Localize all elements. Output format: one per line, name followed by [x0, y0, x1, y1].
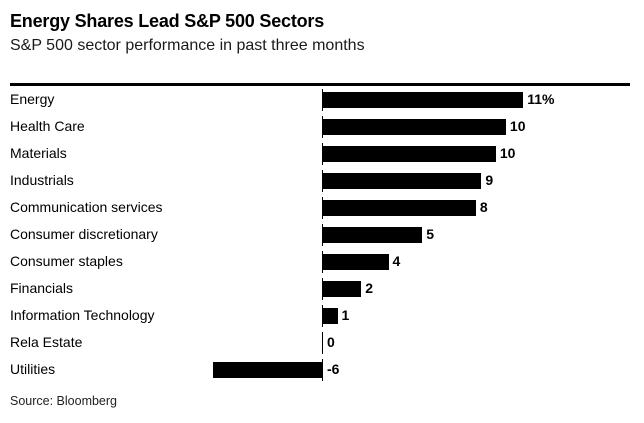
category-label: Consumer staples: [10, 253, 123, 269]
category-label: Consumer discretionary: [10, 226, 158, 242]
category-label: Financials: [10, 280, 74, 296]
bar: [323, 118, 506, 135]
value-label: 10: [499, 145, 516, 161]
category-label: Industrials: [10, 172, 74, 188]
chart-row: Communication services 8: [10, 194, 638, 221]
value-label: 10: [509, 118, 526, 134]
category-label: Information Technology: [10, 307, 155, 323]
axis-tick: [321, 250, 323, 273]
bar: [323, 307, 338, 324]
chart-row: Industrials 9: [10, 167, 638, 194]
axis-tick: [321, 142, 323, 165]
axis-tick: [321, 304, 323, 327]
chart-row: Utilities -6: [10, 356, 638, 383]
chart-row: Energy 11%: [10, 86, 638, 113]
value-label: -6: [327, 361, 340, 377]
axis-tick: [321, 277, 323, 300]
chart-row: Consumer staples 4: [10, 248, 638, 275]
bar: [323, 199, 476, 216]
chart-row: Information Technology 1: [10, 302, 638, 329]
bar: [323, 145, 496, 162]
chart-title: Energy Shares Lead S&P 500 Sectors: [10, 11, 325, 31]
category-label: Energy: [10, 91, 55, 107]
bar-chart-area: Energy 11% Health Care 10 Materials 10 Industr…: [10, 86, 638, 383]
value-label: 5: [426, 226, 434, 242]
value-label: 2: [365, 280, 374, 296]
chart-row: Materials 10: [10, 140, 638, 167]
category-label: Communication services: [10, 199, 163, 215]
chart-row: Financials 2: [10, 275, 638, 302]
axis-tick: [321, 169, 323, 192]
chart-row: Consumer discretionary 5: [10, 221, 638, 248]
value-label: 9: [485, 172, 494, 188]
value-label: 4: [392, 253, 401, 269]
axis-tick: [321, 223, 323, 246]
source-attribution: Source: Bloomberg: [10, 394, 118, 408]
category-label: Rela Estate: [10, 334, 83, 350]
bar: [323, 226, 423, 243]
value-label: 8: [479, 199, 488, 215]
axis-tick: [321, 88, 323, 111]
chart-subtitle: S&P 500 sector performance in past three…: [10, 37, 365, 54]
axis-tick: [321, 115, 323, 138]
bar: [323, 91, 524, 108]
chart-row: Health Care 10: [10, 113, 638, 140]
bar: [212, 361, 322, 378]
category-label: Health Care: [10, 118, 85, 134]
bar: [323, 172, 482, 189]
category-label: Materials: [10, 145, 67, 161]
axis-tick: [321, 358, 323, 381]
axis-tick: [321, 196, 323, 219]
value-label: 1: [341, 307, 350, 323]
top-rule-divider: [10, 83, 630, 86]
category-label: Utilities: [10, 361, 56, 377]
chart-row: Rela Estate 0: [10, 329, 638, 356]
bar: [323, 253, 389, 270]
value-label: 0: [327, 334, 335, 350]
value-label: 11%: [527, 91, 555, 107]
bar: [323, 280, 362, 297]
axis-tick: [321, 331, 323, 354]
